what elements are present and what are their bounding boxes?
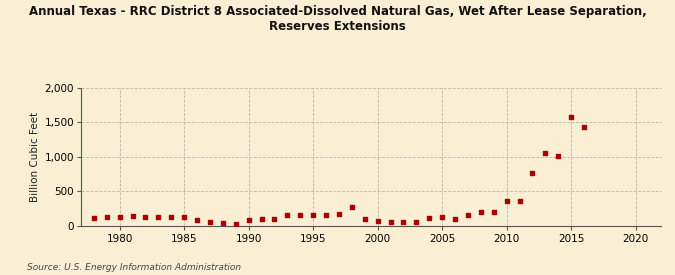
Point <box>243 218 254 222</box>
Text: Annual Texas - RRC District 8 Associated-Dissolved Natural Gas, Wet After Lease : Annual Texas - RRC District 8 Associated… <box>28 6 647 34</box>
Point <box>346 205 357 210</box>
Point <box>269 217 280 222</box>
Point <box>256 217 267 221</box>
Text: Source: U.S. Energy Information Administration: Source: U.S. Energy Information Administ… <box>27 263 241 272</box>
Point <box>359 216 370 221</box>
Point <box>475 210 486 214</box>
Point <box>424 216 435 220</box>
Point <box>140 215 151 219</box>
Y-axis label: Billion Cubic Feet: Billion Cubic Feet <box>30 112 40 202</box>
Point <box>514 199 525 203</box>
Point <box>321 213 331 217</box>
Point <box>127 214 138 218</box>
Point <box>385 219 396 224</box>
Point <box>308 212 319 217</box>
Point <box>373 218 383 223</box>
Point <box>230 222 241 226</box>
Point <box>295 213 306 217</box>
Point <box>166 215 177 219</box>
Point <box>153 214 164 219</box>
Point <box>282 213 293 217</box>
Point <box>540 151 551 155</box>
Point <box>192 218 202 222</box>
Point <box>553 154 564 158</box>
Point <box>101 215 112 219</box>
Point <box>502 199 512 204</box>
Point <box>450 216 460 221</box>
Point <box>179 215 190 219</box>
Point <box>411 219 422 224</box>
Point <box>114 214 125 219</box>
Point <box>489 210 500 214</box>
Point <box>205 219 215 224</box>
Point <box>527 171 538 175</box>
Point <box>398 220 409 225</box>
Point <box>566 115 576 119</box>
Point <box>217 221 228 225</box>
Point <box>88 216 99 220</box>
Point <box>578 124 589 129</box>
Point <box>462 213 473 217</box>
Point <box>437 215 448 219</box>
Point <box>333 212 344 216</box>
